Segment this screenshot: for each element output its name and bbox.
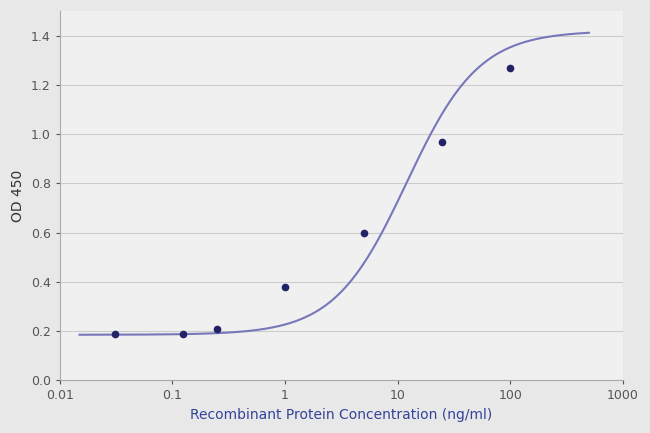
Y-axis label: OD 450: OD 450 [11,170,25,222]
X-axis label: Recombinant Protein Concentration (ng/ml): Recombinant Protein Concentration (ng/ml… [190,408,493,422]
